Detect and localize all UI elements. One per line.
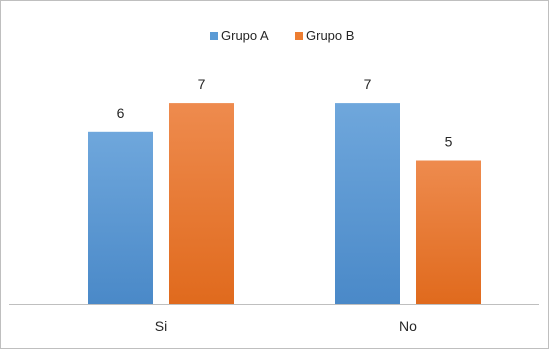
bar-si-grupo-a [88, 131, 153, 304]
x-tick-label-0: Si [155, 318, 167, 334]
data-label-no-0: 7 [364, 76, 372, 92]
bar-no-grupo-b [416, 160, 481, 304]
legend-label-0: Grupo A [221, 28, 269, 43]
legend-label-1: Grupo B [306, 28, 354, 43]
legend-swatch-0 [210, 32, 218, 40]
legend-swatch-1 [295, 32, 303, 40]
bar-no-grupo-a [335, 103, 400, 304]
x-axis-ticks: Si No [155, 318, 417, 334]
x-tick-label-1: No [399, 318, 417, 334]
chart-legend: Grupo A Grupo B [210, 28, 354, 43]
data-label-no-1: 5 [445, 134, 453, 150]
bar-si-grupo-b [169, 103, 234, 304]
bars-group [88, 103, 481, 304]
data-label-si-1: 7 [198, 76, 206, 92]
data-labels-group: 6 7 7 5 [117, 76, 453, 149]
data-label-si-0: 6 [117, 105, 125, 121]
